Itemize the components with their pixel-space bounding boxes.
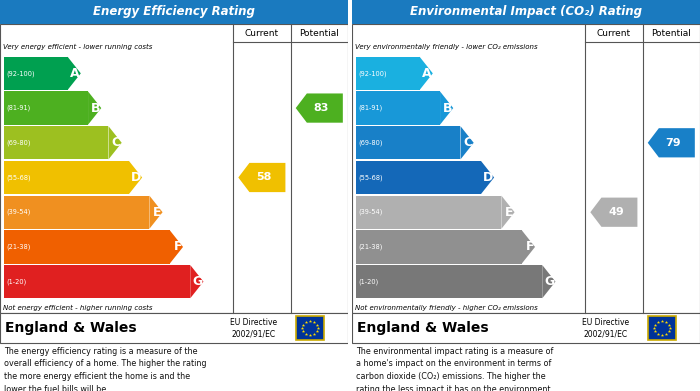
Polygon shape — [88, 91, 102, 125]
Text: Not energy efficient - higher running costs: Not energy efficient - higher running co… — [3, 305, 153, 311]
Polygon shape — [68, 57, 80, 90]
Text: 83: 83 — [314, 103, 329, 113]
Polygon shape — [149, 196, 162, 229]
Text: 79: 79 — [666, 138, 681, 148]
Text: 58: 58 — [256, 172, 272, 183]
Bar — [356, 126, 461, 160]
Bar — [4, 57, 68, 90]
Polygon shape — [440, 91, 453, 125]
Text: A: A — [422, 67, 432, 80]
Text: Environmental Impact (CO₂) Rating: Environmental Impact (CO₂) Rating — [410, 5, 642, 18]
Text: F: F — [174, 240, 182, 253]
Text: (21-38): (21-38) — [6, 244, 30, 250]
Text: EU Directive
2002/91/EC: EU Directive 2002/91/EC — [582, 317, 629, 338]
Text: (69-80): (69-80) — [358, 140, 382, 146]
Text: (55-68): (55-68) — [6, 174, 31, 181]
Polygon shape — [190, 265, 204, 298]
Text: G: G — [544, 275, 554, 288]
Text: England & Wales: England & Wales — [5, 321, 136, 335]
Bar — [4, 126, 108, 160]
Polygon shape — [481, 161, 494, 194]
Text: B: B — [91, 102, 100, 115]
Bar — [4, 196, 149, 229]
Text: A: A — [70, 67, 80, 80]
Bar — [4, 91, 88, 125]
Text: E: E — [153, 206, 162, 219]
Text: E: E — [505, 206, 514, 219]
Polygon shape — [170, 230, 183, 264]
Text: Very environmentally friendly - lower CO₂ emissions: Very environmentally friendly - lower CO… — [355, 44, 538, 50]
Text: England & Wales: England & Wales — [357, 321, 489, 335]
Bar — [356, 230, 522, 264]
Bar — [356, 196, 501, 229]
Text: The energy efficiency rating is a measure of the
overall efficiency of a home. T: The energy efficiency rating is a measur… — [4, 347, 206, 391]
Polygon shape — [108, 126, 122, 160]
Text: (21-38): (21-38) — [358, 244, 382, 250]
Text: (55-68): (55-68) — [358, 174, 383, 181]
Text: Current: Current — [245, 29, 279, 38]
Text: (69-80): (69-80) — [6, 140, 31, 146]
Bar — [0, 0, 348, 24]
Text: C: C — [463, 136, 473, 149]
Text: (39-54): (39-54) — [358, 209, 382, 215]
Polygon shape — [419, 57, 433, 90]
Bar — [356, 265, 542, 298]
Bar — [352, 0, 700, 24]
Text: D: D — [483, 171, 493, 184]
Polygon shape — [129, 161, 142, 194]
Text: B: B — [442, 102, 452, 115]
Text: C: C — [111, 136, 120, 149]
Text: 49: 49 — [608, 207, 624, 217]
Bar — [0, 24, 348, 313]
Bar — [296, 316, 324, 340]
Bar — [648, 316, 676, 340]
Text: Current: Current — [597, 29, 631, 38]
Text: Not environmentally friendly - higher CO₂ emissions: Not environmentally friendly - higher CO… — [355, 305, 538, 311]
Text: (39-54): (39-54) — [6, 209, 30, 215]
Polygon shape — [522, 230, 535, 264]
Bar — [356, 161, 481, 194]
Polygon shape — [238, 163, 286, 192]
Bar — [352, 24, 700, 313]
Polygon shape — [590, 197, 638, 227]
Text: Very energy efficient - lower running costs: Very energy efficient - lower running co… — [3, 44, 153, 50]
Text: Potential: Potential — [300, 29, 339, 38]
Bar — [0, 313, 348, 343]
Polygon shape — [542, 265, 556, 298]
Bar — [348, 0, 352, 391]
Bar — [356, 57, 419, 90]
Text: (1-20): (1-20) — [6, 278, 27, 285]
Text: Energy Efficiency Rating: Energy Efficiency Rating — [93, 5, 255, 18]
Polygon shape — [648, 128, 695, 158]
Text: (81-91): (81-91) — [6, 105, 30, 111]
Text: (92-100): (92-100) — [358, 70, 386, 77]
Polygon shape — [501, 196, 514, 229]
Bar — [356, 91, 440, 125]
Text: Potential: Potential — [652, 29, 691, 38]
Bar — [4, 161, 129, 194]
Text: F: F — [526, 240, 534, 253]
Polygon shape — [295, 93, 343, 123]
Polygon shape — [461, 126, 474, 160]
Text: (1-20): (1-20) — [358, 278, 378, 285]
Text: (92-100): (92-100) — [6, 70, 34, 77]
Text: G: G — [193, 275, 202, 288]
Text: EU Directive
2002/91/EC: EU Directive 2002/91/EC — [230, 317, 278, 338]
Bar — [4, 230, 170, 264]
Text: The environmental impact rating is a measure of
a home's impact on the environme: The environmental impact rating is a mea… — [356, 347, 554, 391]
Text: D: D — [131, 171, 141, 184]
Text: (81-91): (81-91) — [358, 105, 382, 111]
Bar — [352, 313, 700, 343]
Bar — [4, 265, 190, 298]
